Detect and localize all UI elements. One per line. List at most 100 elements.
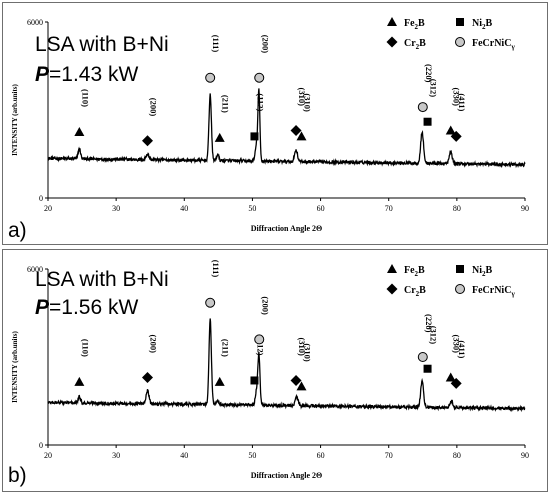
triangle-peak-marker xyxy=(445,372,456,382)
legend-triangle-icon xyxy=(387,264,397,273)
legend-circle-icon xyxy=(455,284,465,294)
x-tick-label: 60 xyxy=(317,451,325,460)
legend-label: Fe2B xyxy=(404,18,425,31)
x-tick-label: 90 xyxy=(521,204,529,213)
legend-label: Ni2B xyxy=(472,18,493,31)
diamond-peak-marker xyxy=(450,377,462,389)
diamond-peak-marker xyxy=(141,135,153,147)
panel-title-line1: LSA with B+Ni xyxy=(35,268,169,291)
legend-diamond-icon xyxy=(386,283,398,295)
peak-miller-index-label: (112) xyxy=(255,337,265,355)
peak-miller-index-label: (110) xyxy=(80,89,90,107)
peak-miller-index-label: (220) xyxy=(424,64,434,83)
panel-label: a) xyxy=(8,219,27,242)
triangle-peak-marker xyxy=(445,125,456,135)
legend-circle-icon xyxy=(455,37,465,47)
peak-miller-index-label: (110) xyxy=(80,339,90,357)
peak-miller-index-label: (220) xyxy=(424,314,434,333)
legend-square-icon xyxy=(456,265,464,273)
xrd-panel-b: 20 30 40 50 60 70 80 90 0 6000 Diffraction Angle 2… xyxy=(2,249,548,492)
diamond-peak-marker xyxy=(290,374,302,386)
panel-label: b) xyxy=(8,464,27,487)
triangle-peak-marker xyxy=(74,127,85,136)
xrd-chart-a: 20 30 40 50 60 70 80 90 0 6000 Diffraction Angle 2… xyxy=(8,17,529,242)
circle-peak-marker xyxy=(254,72,265,83)
x-tick-label: 20 xyxy=(44,204,52,213)
triangle-peak-marker xyxy=(214,376,225,386)
circle-peak-marker xyxy=(417,102,428,113)
peak-miller-index-label: (310) xyxy=(297,337,307,356)
peak-miller-index-label: (200) xyxy=(260,296,270,315)
x-tick-label: 50 xyxy=(248,204,256,213)
peak-miller-index-label: (310) xyxy=(297,88,307,107)
x-tick-label: 80 xyxy=(453,451,461,460)
panel-title-line1: LSA with B+Ni xyxy=(35,33,169,56)
triangle-peak-marker xyxy=(296,381,307,391)
peak-miller-index-label: (411) xyxy=(457,340,467,358)
peak-miller-index-label: (211) xyxy=(221,339,231,357)
square-peak-marker xyxy=(423,117,432,126)
peak-miller-index-label: (411) xyxy=(457,93,467,111)
diamond-peak-marker xyxy=(450,130,462,142)
peak-miller-index-label: (200) xyxy=(148,98,158,117)
peak-miller-index-label: (310) xyxy=(302,343,312,362)
x-tick-label: 40 xyxy=(180,451,188,460)
y-tick-label: 6000 xyxy=(27,265,43,274)
peak-miller-index-label: (330) xyxy=(452,335,462,354)
y-tick-label: 0 xyxy=(39,441,43,450)
legend: Fe2B Ni2B Cr2B FeCrNiCγ xyxy=(386,17,515,51)
circle-peak-marker xyxy=(417,352,428,362)
circle-peak-marker xyxy=(254,334,265,345)
diamond-peak-marker xyxy=(290,125,302,137)
peak-miller-index-label: (312) xyxy=(429,326,439,345)
peak-miller-index-label: (112) xyxy=(255,93,265,111)
plot-area-b: 20 30 40 50 60 70 80 90 0 6000 Diffraction Angle 2… xyxy=(11,260,529,480)
peak-miller-index-label: (310) xyxy=(302,93,312,112)
legend: Fe2B Ni2B Cr2B FeCrNiCγ xyxy=(386,264,515,298)
square-peak-marker xyxy=(250,376,259,385)
x-tick-label: 90 xyxy=(521,451,529,460)
x-tick-label: 30 xyxy=(112,204,120,213)
x-tick-label: 20 xyxy=(44,451,52,460)
legend-label: Cr2B xyxy=(404,38,426,51)
x-tick-label: 60 xyxy=(317,204,325,213)
x-tick-label: 40 xyxy=(180,204,188,213)
panel-title-power: =1.43 kW xyxy=(49,63,138,86)
xrd-spectrum-line xyxy=(47,318,526,413)
peak-miller-index-label: (312) xyxy=(429,79,439,98)
peak-miller-index-label: (200) xyxy=(260,35,270,54)
y-axis-label: INTENSITY (arb.units) xyxy=(11,83,19,155)
y-tick-label: 0 xyxy=(39,194,43,203)
plot-area-a: 20 30 40 50 60 70 80 90 0 6000 Diffraction Angle 2… xyxy=(11,17,529,233)
triangle-peak-marker xyxy=(74,376,85,386)
xrd-panel-a: 20 30 40 50 60 70 80 90 0 6000 Diffraction Angle 2… xyxy=(2,2,548,245)
triangle-peak-marker xyxy=(214,132,225,142)
panel-title-power: =1.56 kW xyxy=(49,296,138,319)
peak-miller-index-label: (330) xyxy=(452,88,462,107)
legend-label: Ni2B xyxy=(472,265,493,278)
legend-diamond-icon xyxy=(386,36,398,48)
triangle-peak-marker xyxy=(296,131,307,141)
legend-triangle-icon xyxy=(387,17,397,26)
legend-square-icon xyxy=(456,18,464,26)
y-axis-label: INTENSITY (arb.units) xyxy=(11,330,19,402)
square-peak-marker xyxy=(250,132,259,141)
x-tick-label: 30 xyxy=(112,451,120,460)
legend-label: Fe2B xyxy=(404,265,425,278)
panel-title-p: P xyxy=(35,296,50,319)
legend-label: Cr2B xyxy=(404,285,426,298)
peak-miller-index-label: (111) xyxy=(211,35,221,53)
x-tick-label: 70 xyxy=(385,204,393,213)
diamond-peak-marker xyxy=(141,372,153,384)
legend-label: FeCrNiCγ xyxy=(472,38,515,51)
peak-miller-index-label: (111) xyxy=(211,260,221,278)
legend-label: FeCrNiCγ xyxy=(472,285,515,298)
panel-title-p: P xyxy=(35,63,50,86)
circle-peak-marker xyxy=(205,297,216,308)
x-tick-label: 80 xyxy=(453,204,461,213)
circle-peak-marker xyxy=(205,72,216,83)
peak-miller-index-label: (200) xyxy=(148,335,158,354)
peak-miller-index-label: (211) xyxy=(221,95,231,113)
x-tick-label: 50 xyxy=(248,451,256,460)
x-tick-label: 70 xyxy=(385,451,393,460)
